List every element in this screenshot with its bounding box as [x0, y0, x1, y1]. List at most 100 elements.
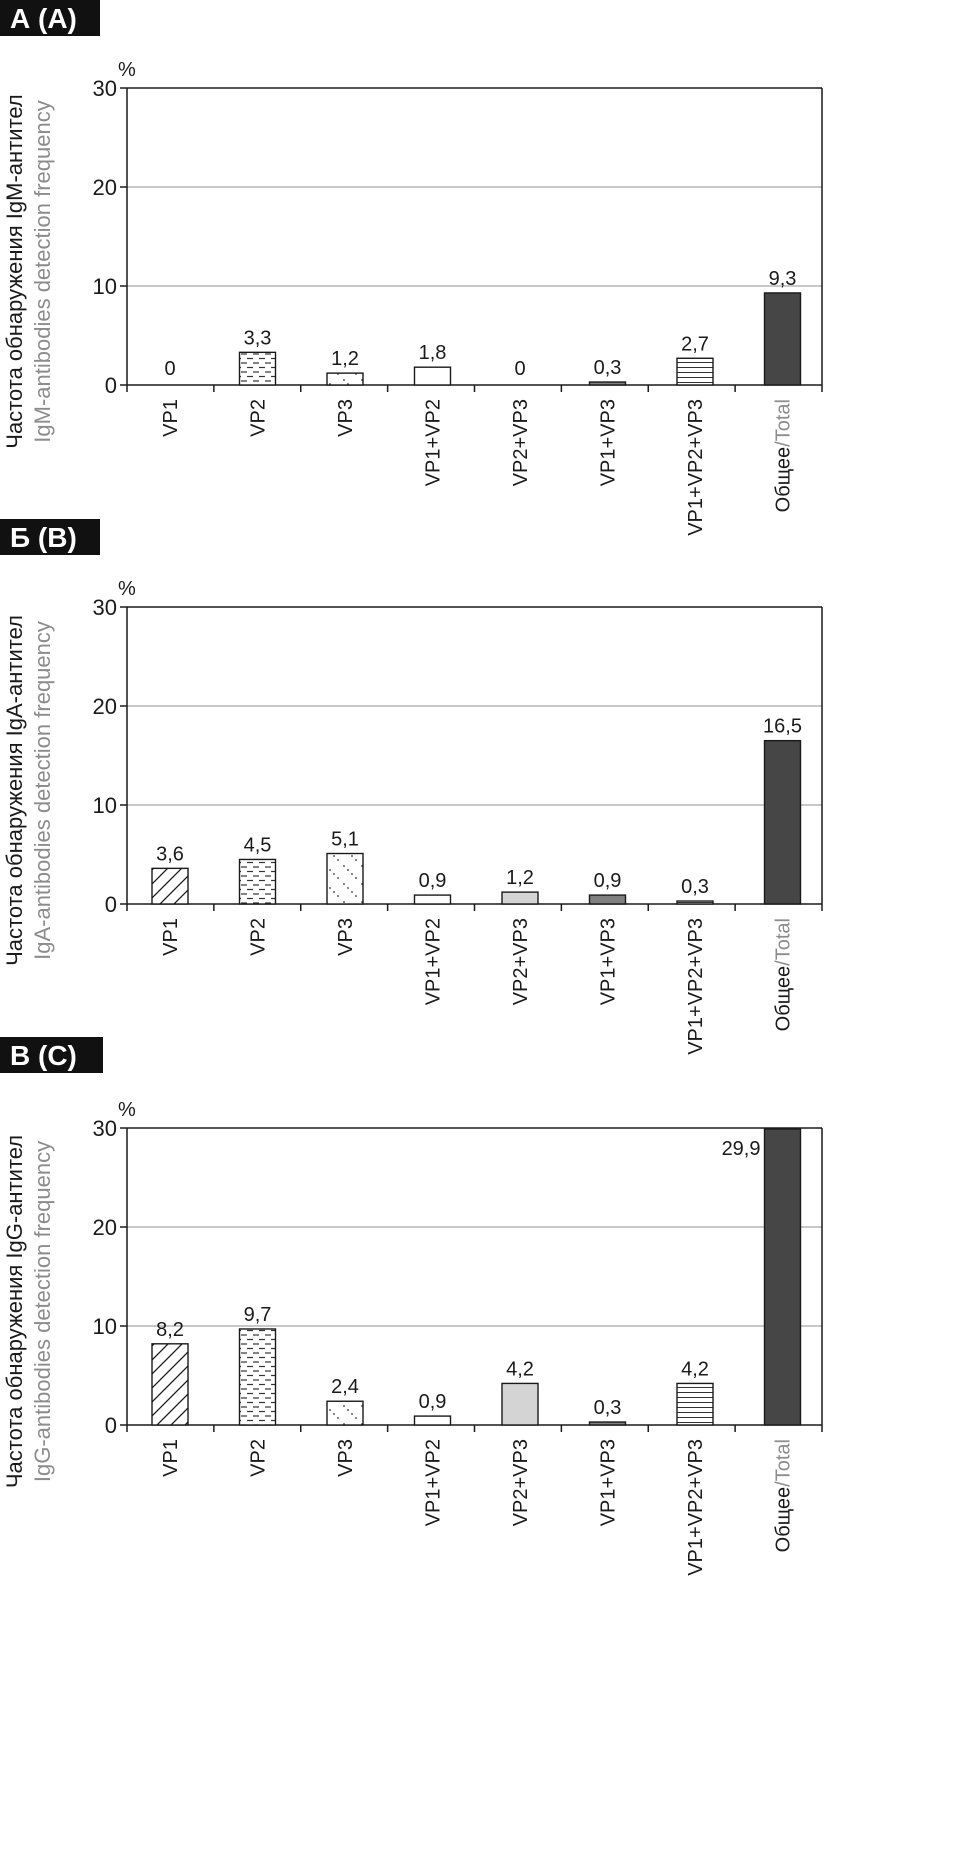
x-tick-label-text: VP1+VP3 — [598, 1439, 620, 1526]
bar-value-label: 1,8 — [419, 342, 447, 364]
x-tick-label: VP1 — [160, 918, 182, 956]
bar-value-label: 9,7 — [244, 1304, 272, 1326]
x-tick-label-total: /Total — [773, 918, 795, 966]
x-tick-label-text: VP1 — [160, 918, 182, 956]
bar-value-label: 0,9 — [594, 870, 622, 892]
y-axis-title-en: IgG-antibodies detection frequency — [30, 1141, 55, 1482]
y-axis-title-ru: Частота обнаружения IgG-антител — [2, 1135, 27, 1488]
y-unit-label: % — [118, 1099, 136, 1121]
x-tick-label: VP3 — [335, 918, 357, 956]
x-tick-label-text: VP1 — [160, 399, 182, 437]
bar — [238, 858, 277, 905]
bar — [588, 381, 627, 386]
x-tick-label: VP1+VP2 — [423, 918, 445, 1005]
y-axis-title-ru: Частота обнаружения IgA-антител — [2, 615, 27, 966]
y-tick-label: 0 — [105, 1413, 117, 1438]
bar — [413, 1415, 452, 1426]
panel-tag-box — [0, 519, 100, 555]
y-tick-label: 0 — [105, 373, 117, 398]
bar-value-label: 0 — [164, 358, 175, 380]
x-tick-label: VP2+VP3 — [510, 399, 532, 486]
x-tick-label: VP2+VP3 — [510, 918, 532, 1005]
x-tick-label: VP2 — [248, 918, 270, 956]
x-tick-label: VP1+VP2 — [423, 399, 445, 486]
y-axis-title-ru: Частота обнаружения IgM-антител — [2, 94, 27, 448]
y-tick-label: 10 — [93, 793, 117, 818]
y-axis-title-en: IgA-antibodies detection frequency — [30, 621, 55, 960]
x-tick-label: VP2 — [248, 399, 270, 437]
chart-panel: А (A)% Частота обнаружения IgM-антител IgM… — [0, 0, 823, 536]
x-tick-label: VP1+VP2+VP3 — [685, 918, 707, 1055]
y-tick-label: 20 — [93, 1215, 117, 1240]
bar-value-label: 0,9 — [419, 870, 447, 892]
y-axis-title-en: IgM-antibodies detection frequency — [30, 100, 55, 442]
bar — [413, 894, 452, 905]
y-tick-label: 10 — [93, 274, 117, 299]
bar-value-label: 0,3 — [594, 357, 622, 379]
bar — [238, 351, 277, 386]
x-tick-label: VP1+VP3 — [598, 918, 620, 1005]
bar — [151, 867, 189, 905]
bar — [501, 1382, 539, 1426]
x-tick-label-text: VP2+VP3 — [510, 399, 532, 486]
x-tick-label: VP1 — [160, 399, 182, 437]
x-tick-label: VP3 — [335, 399, 357, 437]
panel-tag-box — [0, 1037, 103, 1073]
x-tick-label-text: VP2+VP3 — [510, 1439, 532, 1526]
x-tick-label-text: VP1+VP3 — [598, 918, 620, 1005]
x-tick-label-text: VP1+VP2+VP3 — [685, 1439, 707, 1576]
x-tick-label-text: Общее — [773, 447, 795, 513]
bar — [326, 1400, 364, 1426]
bar — [326, 852, 364, 905]
bar-value-label: 3,6 — [156, 843, 184, 865]
x-tick-label-text: VP1 — [160, 1439, 182, 1477]
x-tick-label-text: Общее — [773, 1487, 795, 1553]
x-tick-label-text: VP3 — [335, 399, 357, 437]
x-tick-label: VP1+VP2 — [423, 1439, 445, 1526]
x-tick-label: VP2 — [248, 1439, 270, 1477]
y-tick-label: 30 — [93, 1116, 117, 1141]
bar-value-label: 4,2 — [506, 1358, 534, 1380]
bar — [413, 366, 452, 386]
x-tick-label-text: VP1+VP2 — [423, 918, 445, 1005]
panel-tag: Б (B) — [10, 522, 77, 553]
x-tick-label: VP1+VP2+VP3 — [685, 399, 707, 536]
bar — [151, 1343, 189, 1426]
y-tick-label: 30 — [93, 595, 117, 620]
bar-value-label: 29,9 — [722, 1138, 761, 1160]
bar — [238, 1328, 277, 1426]
bar-value-label: 1,2 — [506, 867, 534, 889]
bar-value-label: 1,2 — [331, 348, 359, 370]
bar-value-label: 0 — [514, 358, 525, 380]
y-tick-label: 30 — [93, 76, 117, 101]
bar — [763, 1128, 802, 1426]
x-tick-label-text: VP3 — [335, 918, 357, 956]
bar — [676, 357, 714, 386]
x-tick-label: VP1+VP3 — [598, 1439, 620, 1526]
x-tick-label-text: VP2 — [248, 918, 270, 956]
x-tick-label: Общее/Total — [773, 1439, 795, 1552]
x-tick-label-text: Общее — [773, 966, 795, 1032]
x-tick-label-text: VP1+VP2+VP3 — [685, 918, 707, 1055]
x-tick-label: VP3 — [335, 1439, 357, 1477]
bar — [588, 894, 627, 905]
x-tick-label: VP2+VP3 — [510, 1439, 532, 1526]
bar — [763, 739, 802, 905]
bar-value-label: 0,9 — [419, 1391, 447, 1413]
x-tick-label: Общее/Total — [773, 399, 795, 512]
bar — [763, 292, 802, 386]
x-tick-label: VP1+VP3 — [598, 399, 620, 486]
bar-value-label: 5,1 — [331, 829, 359, 851]
bar-value-label: 8,2 — [156, 1319, 184, 1341]
y-unit-label: % — [118, 578, 136, 600]
x-tick-label-text: VP1+VP2 — [423, 1439, 445, 1526]
x-tick-label-total: /Total — [773, 399, 795, 447]
chart-panel: Б (B)% Частота обнаружения IgA-антител IgA… — [0, 519, 823, 1055]
x-tick-label-text: VP2 — [248, 1439, 270, 1477]
bar — [588, 1421, 627, 1426]
bar-value-label: 0,3 — [594, 1397, 622, 1419]
panel-tag-box — [0, 0, 100, 36]
bar — [676, 1382, 714, 1426]
